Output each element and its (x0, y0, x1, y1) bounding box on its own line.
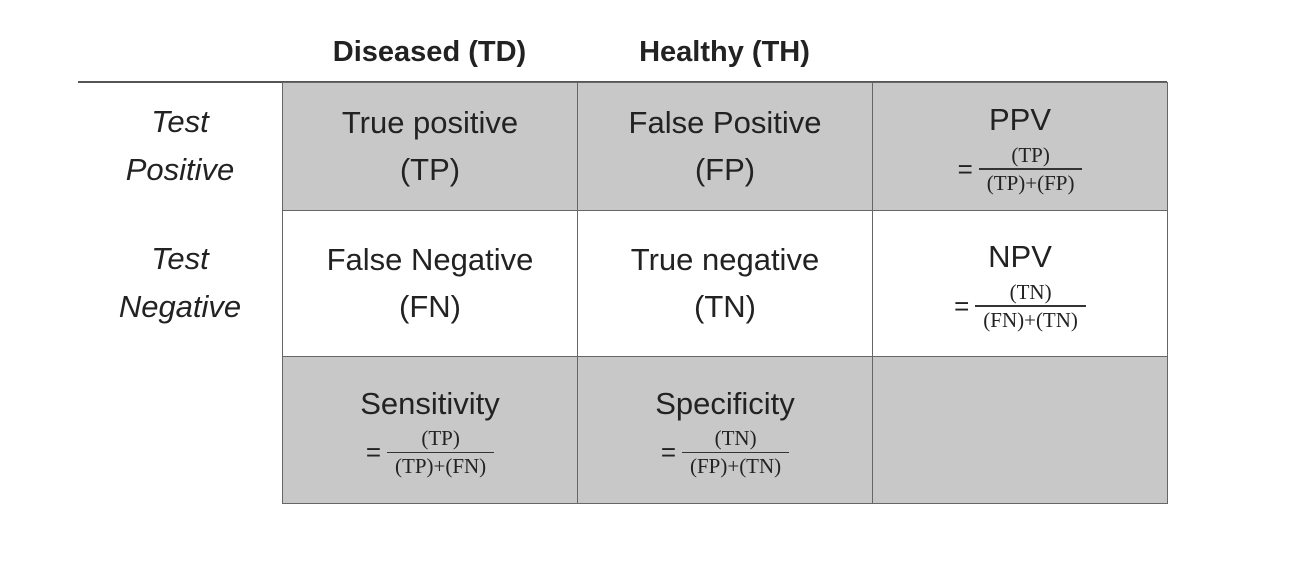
formula-equals: = (660, 437, 676, 467)
fraction-bar (682, 451, 790, 453)
formula: = (TP) (TP)+(FN) (365, 425, 495, 479)
formula-equals: = (957, 153, 973, 184)
fraction-bar (387, 451, 495, 453)
table-cell: True negative (TN) (577, 210, 873, 357)
cell-abbr: (TP) (399, 151, 461, 187)
formula: = (TN) (FP)+(TN) (660, 425, 790, 479)
denominator: (FP)+(TN) (690, 454, 782, 478)
fraction: (TP) (TP)+(FP) (978, 142, 1083, 196)
table-cell: PPV = (TP) (TP)+(FP) (872, 82, 1168, 211)
numerator: (TN) (1009, 279, 1052, 304)
formula-equals: = (365, 437, 381, 467)
formula-equals: = (954, 290, 970, 321)
row-label-line: Test (151, 240, 209, 276)
fraction: (TN) (FN)+(TN) (975, 279, 1086, 333)
row-label-line: Negative (118, 289, 242, 324)
column-header: Diseased (TD) (332, 36, 527, 68)
row-label-line: Test (151, 103, 209, 139)
denominator: (FN)+(TN) (983, 307, 1078, 332)
cell-abbr: (FP) (694, 151, 756, 187)
fraction-bar (975, 305, 1086, 307)
row-label: Test Positive (78, 82, 282, 210)
row-label-line: Positive (125, 152, 235, 187)
table-cell: Sensitivity = (TP) (TP)+(FN) (282, 356, 578, 504)
cell-abbr: (TN) (694, 288, 756, 324)
cell-title: True positive (341, 105, 519, 140)
table-cell: NPV = (TN) (FN)+(TN) (872, 210, 1168, 357)
table-cell (872, 356, 1168, 504)
numerator: (TN) (714, 426, 757, 451)
numerator: (TP) (421, 426, 460, 451)
cell-title: Specificity (655, 385, 795, 421)
cell-title: True negative (630, 242, 820, 277)
fraction: (TN) (FP)+(TN) (682, 425, 790, 479)
denominator: (TP)+(FN) (395, 454, 487, 478)
cell-title: False Negative (326, 242, 534, 277)
cell-title: Sensitivity (360, 385, 500, 421)
table-cell: True positive (TP) (282, 82, 578, 211)
numerator: (TP) (1011, 142, 1050, 167)
formula: = (TN) (FN)+(TN) (954, 279, 1086, 333)
table-cell: False Positive (FP) (577, 82, 873, 211)
formula: = (TP) (TP)+(FP) (958, 142, 1083, 196)
fraction: (TP) (TP)+(FN) (387, 425, 495, 479)
cell-abbr: (FN) (399, 288, 461, 324)
cell-title: False Positive (628, 105, 822, 140)
table-cell: Specificity = (TN) (FP)+(TN) (577, 356, 873, 504)
denominator: (TP)+(FP) (986, 170, 1075, 195)
table-cell: False Negative (FN) (282, 210, 578, 357)
fraction-bar (978, 168, 1083, 170)
cell-title: PPV (988, 102, 1052, 138)
cell-title: NPV (988, 239, 1052, 275)
row-label: Test Negative (78, 210, 282, 356)
column-header: Healthy (TH) (639, 36, 810, 68)
